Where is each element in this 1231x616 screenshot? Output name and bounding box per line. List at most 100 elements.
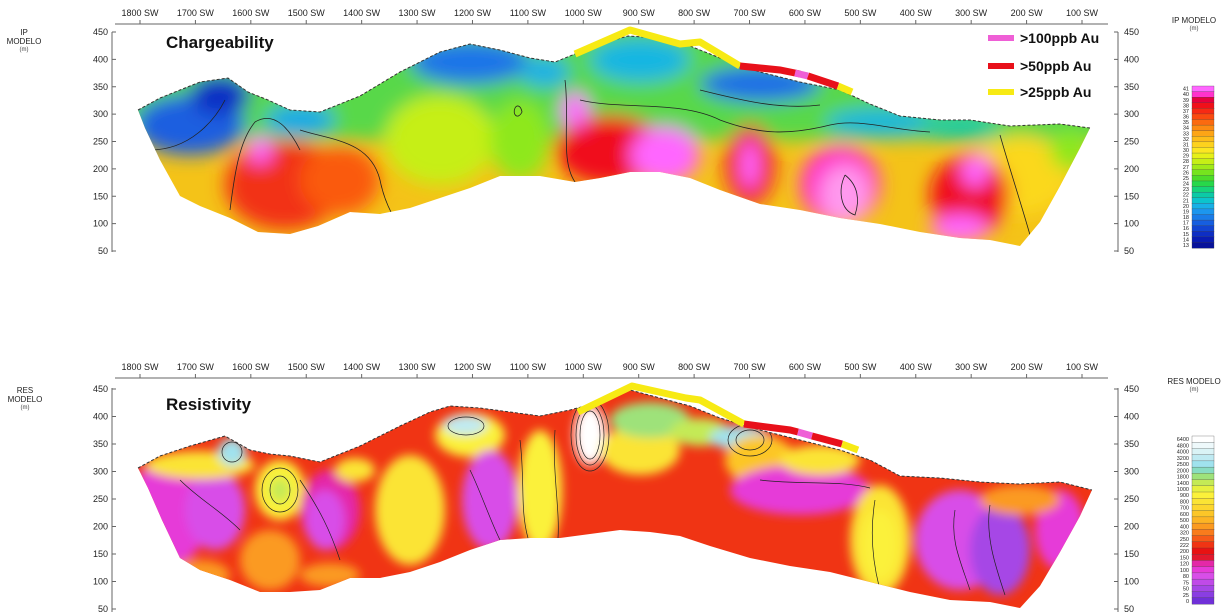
colorbar-value: 1800 — [1177, 475, 1189, 481]
depth-tick-label: 400 — [93, 54, 108, 64]
colorbar-swatch — [1191, 141, 1215, 148]
depth-tick-label: 250 — [1124, 494, 1139, 504]
gold-50ppb-trace — [743, 420, 799, 436]
res-depth-axis-right: 450 400 350 300 250 200 150 100 50 — [1114, 384, 1139, 614]
depth-tick-label: 50 — [98, 604, 108, 614]
ip-colorbar: 4140393837363534333231302928272625242322… — [1183, 85, 1215, 249]
ip-magenta-anomaly — [740, 140, 760, 190]
depth-tick-label: 50 — [98, 246, 108, 256]
depth-tick-label: 300 — [1124, 467, 1139, 477]
colorbar-swatch — [1191, 186, 1215, 193]
colorbar-swatch — [1191, 219, 1215, 227]
res-green-zone — [270, 478, 290, 502]
colorbar-value: 32 — [1183, 137, 1189, 143]
colorbar-value: 24 — [1183, 182, 1189, 188]
resistivity-model — [138, 390, 1092, 608]
colorbar-value: 30 — [1183, 148, 1189, 154]
colorbar-swatch — [1191, 541, 1215, 549]
colorbar-swatch — [1191, 191, 1215, 199]
colorbar-value: 700 — [1180, 506, 1189, 512]
res-topography-line — [137, 389, 1093, 491]
res-contour — [988, 504, 1006, 596]
ip-contour — [229, 117, 301, 211]
colorbar-swatch — [1191, 85, 1215, 93]
distance-tick-label: 400 SW — [900, 362, 933, 372]
depth-tick-label: 300 — [1124, 109, 1139, 119]
colorbar-swatch — [1191, 566, 1215, 574]
colorbar-value: 320 — [1180, 531, 1189, 537]
colorbar-swatch — [1191, 203, 1215, 210]
depth-tick-label: 150 — [1124, 549, 1139, 559]
ip-contour — [999, 134, 1031, 236]
colorbar-value: 3200 — [1177, 456, 1189, 462]
gold-25ppb-trace — [576, 382, 746, 428]
ip-axis-label-text: IP MODELO — [6, 28, 42, 46]
colorbar-swatch — [1191, 454, 1215, 462]
distance-tick-label: 700 SW — [734, 362, 767, 372]
colorbar-swatch — [1191, 498, 1215, 505]
res-colorbar-title: RES MODELO (m) — [1162, 377, 1226, 395]
colorbar-swatch — [1191, 578, 1215, 586]
colorbar-swatch — [1191, 242, 1215, 249]
distance-tick-label: 1500 SW — [288, 8, 326, 18]
colorbar-swatch — [1191, 119, 1215, 126]
gold-25ppb-trace — [573, 26, 742, 70]
colorbar-swatch — [1191, 136, 1215, 143]
colorbar-value: 33 — [1183, 131, 1189, 137]
colorbar-swatch — [1191, 448, 1215, 456]
colorbar-value: 27 — [1183, 165, 1189, 171]
colorbar-swatch — [1191, 236, 1215, 243]
depth-tick-label: 400 — [1124, 54, 1139, 64]
colorbar-swatch — [1191, 504, 1215, 512]
colorbar-value: 34 — [1183, 126, 1189, 132]
distance-tick-label: 200 SW — [1011, 8, 1044, 18]
colorbar-swatch — [1191, 214, 1215, 221]
colorbar-value: 0 — [1186, 599, 1189, 605]
distance-tick-label: 1600 SW — [232, 362, 270, 372]
res-contours — [179, 398, 1006, 596]
depth-tick-label: 200 — [93, 522, 108, 532]
legend-label: >50ppb Au — [1020, 58, 1091, 74]
depth-tick-label: 400 — [93, 412, 108, 422]
gold-25ppb-trace — [840, 440, 860, 454]
ip-contour — [579, 99, 931, 133]
colorbar-value: 200 — [1180, 549, 1189, 555]
res-contour — [759, 479, 871, 489]
colorbar-swatch — [1191, 547, 1215, 555]
colorbar-swatch — [1191, 158, 1215, 165]
colorbar-value: 150 — [1180, 555, 1189, 561]
colorbar-swatch — [1191, 208, 1215, 215]
ip-magenta-anomaly — [248, 136, 272, 164]
legend-item-50ppb: >50ppb Au — [988, 58, 1091, 74]
ip-pink-core — [820, 165, 870, 225]
gold-100ppb-trace — [797, 428, 813, 440]
colorbar-swatch — [1191, 169, 1215, 176]
colorbar-value: 18 — [1183, 215, 1189, 221]
res-yellow-zone — [600, 425, 680, 475]
colorbar-value: 600 — [1180, 512, 1189, 518]
ip-contour — [564, 79, 576, 183]
resistivity-title: Resistivity — [166, 395, 252, 414]
colorbar-value: 900 — [1180, 493, 1189, 499]
colorbar-swatch — [1191, 554, 1215, 561]
ip-contours — [149, 79, 1031, 236]
res-colorbar: 6400480040003200250020001800140010009008… — [1177, 435, 1215, 605]
distance-tick-label: 100 SW — [1066, 362, 1099, 372]
ip-cyan-low — [590, 38, 690, 82]
colorbar-value: 41 — [1183, 87, 1189, 93]
colorbar-value: 80 — [1183, 574, 1189, 580]
ip-green-edge — [1050, 130, 1090, 170]
distance-tick-label: 1600 SW — [232, 8, 270, 18]
distance-tick-label: 500 SW — [844, 362, 877, 372]
res-yellow-zone — [335, 458, 375, 482]
colorbar-value: 17 — [1183, 221, 1189, 227]
legend-label: >25ppb Au — [1020, 84, 1091, 100]
colorbar-swatch — [1191, 124, 1215, 132]
depth-tick-label: 350 — [1124, 82, 1139, 92]
gold-50ppb-trace — [739, 62, 801, 78]
distance-tick-label: 1400 SW — [343, 362, 381, 372]
distance-tick-label: 600 SW — [789, 8, 822, 18]
resistivity-panel: RES MODELO (m) RES MODELO (m) 1800 SW 170… — [0, 360, 1231, 616]
colorbar-swatch — [1191, 466, 1215, 474]
res-contour — [261, 467, 299, 513]
